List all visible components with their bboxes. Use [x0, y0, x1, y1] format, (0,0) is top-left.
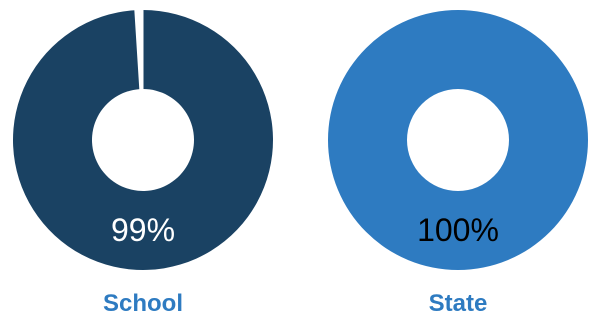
school-name-label: School [103, 290, 183, 317]
state-value-slice [328, 10, 588, 270]
state-donut: 100% State [328, 10, 588, 317]
state-percent-label: 100% [417, 212, 499, 248]
state-name-label: State [429, 290, 488, 317]
school-donut: 99% School [12, 9, 273, 317]
school-value-slice [12, 10, 273, 270]
school-percent-label: 99% [111, 212, 175, 248]
school-remainder-slice [134, 9, 144, 90]
